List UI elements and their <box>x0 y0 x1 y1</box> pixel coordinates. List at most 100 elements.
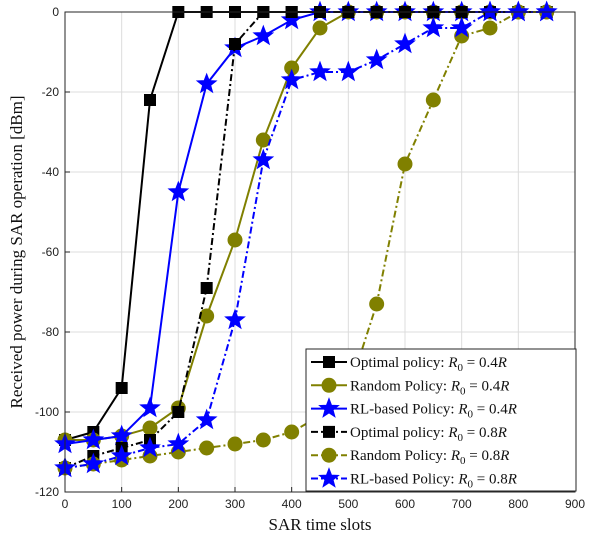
x-tick-label: 300 <box>225 497 245 511</box>
y-tick-label: -80 <box>42 325 60 339</box>
legend-label-part: R <box>457 402 467 418</box>
series-5 <box>54 0 558 478</box>
legend-label: RL-based Policy: R0 = 0.8R <box>350 472 517 491</box>
data-point <box>507 0 530 22</box>
legend-label: Random Policy: R0 = 0.4R <box>350 378 509 397</box>
legend-label-part: R <box>457 472 467 488</box>
y-axis-label: Received power during SAR operation [dBm… <box>7 95 26 408</box>
legend-item: RL-based Policy: R0 = 0.4R <box>311 397 517 421</box>
legend-marker <box>321 377 337 393</box>
data-point <box>195 408 218 430</box>
x-tick-label: 400 <box>282 497 302 511</box>
legend-label-part: R <box>497 355 507 371</box>
data-point <box>82 428 105 450</box>
data-point <box>450 16 473 38</box>
legend-label-part: 0 <box>458 362 464 374</box>
legend-item: Optimal policy: R0 = 0.8R <box>311 425 507 444</box>
data-point <box>172 406 185 418</box>
data-point <box>115 382 128 394</box>
data-point <box>479 0 501 22</box>
legend-label-part: = 0.4 <box>466 378 501 394</box>
legend-label-part: R <box>447 355 457 371</box>
legend-label-part: R <box>450 448 460 464</box>
data-point <box>312 20 328 36</box>
data-point <box>224 308 246 330</box>
legend-label-part: = 0.4 <box>473 402 508 418</box>
legend-marker <box>318 397 340 418</box>
legend-label-part: R <box>450 378 460 394</box>
legend-label-part: 0 <box>468 479 474 491</box>
legend-item: Optimal policy: R0 = 0.4R <box>311 355 507 374</box>
legend-label: Optimal policy: R0 = 0.8R <box>350 425 507 444</box>
data-point <box>369 296 385 312</box>
data-point <box>82 452 105 474</box>
x-tick-label: 800 <box>508 497 528 511</box>
x-tick-label: 0 <box>62 497 69 511</box>
legend-label-part: R <box>499 378 509 394</box>
data-point <box>195 72 218 94</box>
data-point <box>110 424 133 446</box>
data-point <box>139 396 161 418</box>
y-tick-label: -120 <box>35 485 59 499</box>
data-point <box>422 16 445 38</box>
legend-label: Optimal policy: R0 = 0.4R <box>350 355 507 374</box>
legend-label-part: Random Policy: <box>350 378 451 394</box>
data-point <box>252 148 275 170</box>
data-point <box>535 0 558 22</box>
legend-marker <box>323 425 335 438</box>
legend-marker <box>323 356 335 368</box>
data-point <box>110 444 133 466</box>
data-point <box>397 156 413 172</box>
legend-label-part: R <box>447 425 457 441</box>
data-point <box>337 60 360 82</box>
x-tick-label: 900 <box>565 497 585 511</box>
legend-label: Random Policy: R0 = 0.8R <box>350 448 509 467</box>
data-point <box>280 8 303 30</box>
legend-label-part: R <box>507 402 517 418</box>
data-point <box>425 92 441 108</box>
data-point <box>255 432 271 448</box>
legend-label-part: 0 <box>458 432 464 444</box>
legend-label-part: Random Policy: <box>350 448 451 464</box>
y-tick-label: -100 <box>35 405 59 419</box>
data-point <box>167 180 190 202</box>
data-point <box>199 440 215 456</box>
x-tick-label: 700 <box>452 497 472 511</box>
legend-label-part: R <box>497 425 507 441</box>
legend-label-part: = 0.8 <box>466 448 501 464</box>
x-tick-label: 500 <box>338 497 358 511</box>
legend-item: Random Policy: R0 = 0.4R <box>311 377 509 397</box>
legend-label-part: RL-based Policy: <box>350 472 458 488</box>
legend-label-part: 0 <box>460 455 466 467</box>
data-point <box>365 48 388 70</box>
data-point <box>167 432 190 454</box>
y-tick-label: -20 <box>42 85 60 99</box>
legend-label-part: 0 <box>468 409 474 421</box>
x-tick-label: 100 <box>112 497 132 511</box>
data-point <box>229 38 241 50</box>
legend-label-part: = 0.8 <box>473 472 508 488</box>
x-tick-label: 600 <box>395 497 415 511</box>
data-point <box>199 308 215 324</box>
y-tick-label: -40 <box>42 165 60 179</box>
legend-label-part: Optimal policy: <box>350 355 448 371</box>
legend-label: RL-based Policy: R0 = 0.4R <box>350 402 517 421</box>
data-point <box>280 68 303 90</box>
data-point <box>284 424 300 440</box>
y-tick-label: -60 <box>42 245 60 259</box>
legend-label-part: Optimal policy: <box>350 425 448 441</box>
data-point <box>227 436 243 452</box>
data-point <box>144 94 156 106</box>
data-point <box>394 32 416 54</box>
tick-labels: 0 100 200 300 400 500 600 700 800 900 -120 -100 -80 -… <box>35 5 585 511</box>
x-axis-label: SAR time slots <box>269 515 372 534</box>
legend-box <box>305 348 577 492</box>
legend-marker <box>321 447 337 463</box>
legend-label-part: = 0.4 <box>463 355 498 371</box>
data-point <box>227 232 243 248</box>
data-point <box>309 60 331 82</box>
legend-label-part: = 0.8 <box>463 425 498 441</box>
legend-label-part: R <box>507 472 517 488</box>
